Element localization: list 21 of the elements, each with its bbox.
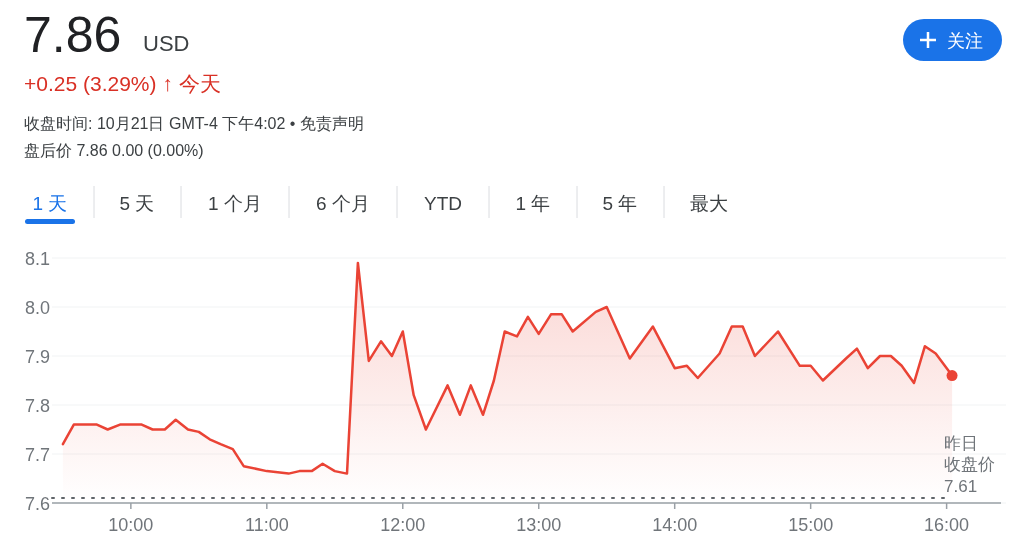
- x-tick-label: 14:00: [652, 515, 698, 535]
- text: USD: [143, 31, 190, 56]
- y-tick-label: 7.8: [24, 396, 50, 416]
- y-tick-label: 7.6: [24, 494, 50, 514]
- ref-line-label: 昨日收盘价7.61: [944, 434, 995, 496]
- text: 盘后价 7.86 0.00 (0.00%): [24, 142, 204, 159]
- y-tick-label: 7.9: [24, 347, 50, 367]
- x-tick-label: 11:00: [244, 515, 289, 535]
- text: 收盘时间: 10月21日 GMT-4 下午4:02 • 免责声明: [24, 115, 364, 132]
- y-tick-label: 7.7: [24, 445, 50, 465]
- range-tabs: 1 天 5 天 1 个月 6 个月 YTD 1 年 5 年 最大: [25, 185, 728, 224]
- chart-title: 7.86: [24, 7, 122, 63]
- x-tick-label: 13:00: [516, 515, 562, 535]
- y-tick-label: 8.1: [24, 249, 50, 269]
- x-tick-label: 12:00: [380, 515, 426, 535]
- follow-button: 关注: [903, 19, 1002, 61]
- y-tick-label: 8.0: [24, 298, 50, 318]
- x-tick-label: 16:00: [924, 515, 970, 535]
- x-tick-label: 10:00: [108, 515, 154, 535]
- x-tick-label: 15:00: [788, 515, 834, 535]
- chart-subtitle: +0.25 (3.29%) ↑ 今天: [24, 72, 221, 95]
